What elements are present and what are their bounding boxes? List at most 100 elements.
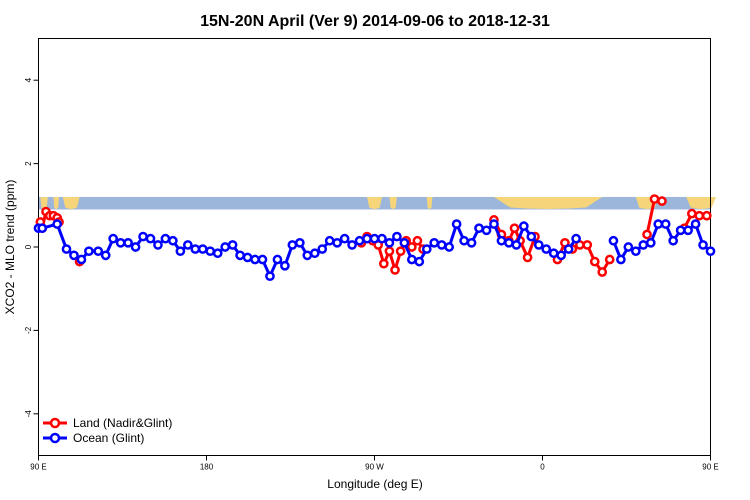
data-point (642, 229, 652, 240)
data-point (597, 267, 608, 277)
data-point (37, 223, 48, 234)
data-point (227, 240, 238, 250)
data-point (309, 248, 320, 259)
data-point (108, 233, 119, 244)
data-point (638, 240, 649, 250)
map-land-shape-3 (367, 196, 382, 209)
data-point (378, 258, 389, 269)
data-point (377, 233, 387, 244)
data-point (649, 194, 660, 204)
data-point (84, 246, 94, 257)
map-land-shape-1 (53, 196, 60, 209)
data-point (489, 219, 499, 229)
data-point (399, 237, 410, 248)
data-point (354, 235, 365, 246)
data-point (384, 246, 395, 257)
data-point (69, 250, 79, 261)
data-point (556, 250, 567, 261)
data-point (608, 235, 619, 246)
data-point (701, 210, 712, 221)
legend-ocean-label: Ocean (Glint) (73, 431, 144, 445)
data-point (235, 250, 245, 261)
data-point (76, 254, 87, 265)
data-point (686, 208, 697, 219)
data-point (395, 246, 406, 257)
y-tick-label: 4 (24, 77, 33, 82)
data-point (683, 225, 693, 236)
data-point (429, 237, 440, 248)
data-point (93, 246, 104, 257)
data-point (698, 240, 708, 250)
data-point (52, 219, 63, 229)
data-point (582, 240, 593, 250)
data-point (436, 240, 447, 250)
map-land-shape-0 (40, 196, 48, 209)
y-tick-label: 0 (24, 244, 33, 249)
data-point (481, 225, 492, 236)
data-point (604, 254, 615, 265)
data-point (347, 240, 357, 250)
data-point (257, 254, 268, 265)
data-point (645, 237, 656, 248)
y-tick-label: -4 (24, 410, 33, 418)
y-tick-label: -2 (24, 326, 33, 334)
series-line-segment (612, 222, 712, 262)
data-point (459, 235, 469, 246)
data-point (406, 242, 417, 252)
data-point (115, 237, 126, 248)
data-point (589, 256, 600, 267)
data-point (287, 240, 298, 250)
map-background-band (38, 196, 717, 210)
data-point (630, 246, 641, 257)
data-point (694, 210, 705, 221)
data-point (197, 244, 208, 254)
data-point (511, 240, 522, 250)
data-point (504, 237, 514, 248)
data-point (444, 242, 455, 252)
data-point (130, 242, 141, 252)
data-point (466, 237, 477, 248)
data-point (623, 242, 634, 252)
x-tick-label: 90 E (30, 463, 46, 472)
data-point (533, 240, 544, 250)
data-point (526, 231, 537, 242)
data-point (212, 248, 223, 259)
map-land-shape-6 (493, 196, 603, 209)
chart-title: 15N-20N April (Ver 9) 2014-09-06 to 2018… (200, 13, 550, 30)
data-point (220, 242, 231, 252)
data-point (548, 248, 559, 259)
data-point (496, 235, 507, 246)
data-point (272, 254, 283, 265)
data-point (668, 235, 679, 246)
data-point (522, 252, 533, 263)
data-point (414, 256, 425, 267)
data-point (302, 250, 313, 261)
data-point (153, 240, 163, 250)
x-axis: 90 E 180 90 W 0 90 E (30, 455, 719, 472)
data-point (474, 223, 484, 234)
data-point (294, 237, 305, 248)
data-point (616, 254, 626, 265)
data-point (690, 219, 701, 229)
data-point (421, 244, 432, 254)
data-point (175, 246, 186, 257)
x-tick-label: 180 (200, 463, 214, 472)
data-point (705, 246, 716, 257)
data-point (660, 219, 671, 229)
data-point (280, 260, 290, 271)
x-tick-label: 90 E (702, 463, 718, 472)
data-point (390, 265, 400, 275)
legend-land-label: Land (Nadir&Glint) (73, 416, 172, 430)
data-point (384, 237, 395, 248)
data-point (392, 231, 402, 242)
data-point (563, 244, 574, 254)
series-line-segment (38, 222, 578, 278)
legend: Land (Nadir&Glint) Ocean (Glint) (43, 416, 172, 445)
data-point (182, 240, 193, 250)
data-point (250, 254, 260, 265)
data-point (339, 233, 350, 244)
y-axis: -4 -2 0 2 4 (24, 77, 39, 417)
data-point (369, 233, 380, 244)
data-point (509, 223, 520, 234)
